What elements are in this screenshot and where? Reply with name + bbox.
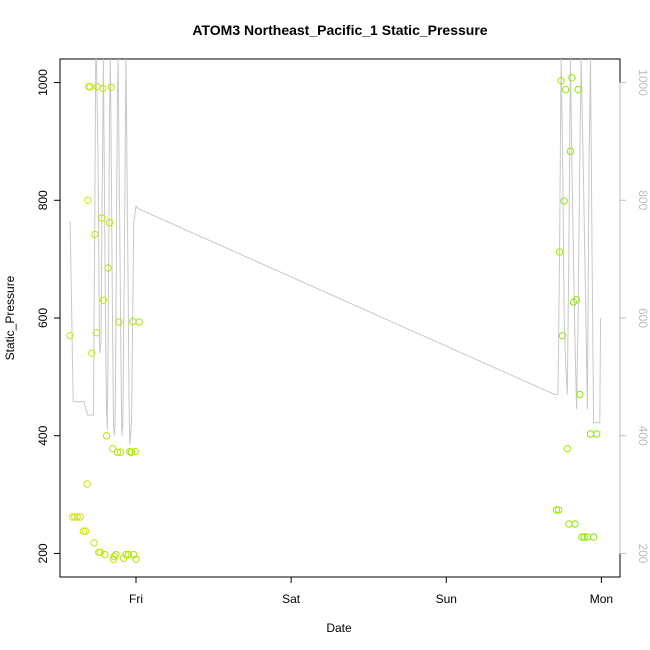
data-point	[107, 83, 115, 92]
data-point	[578, 533, 586, 541]
x-axis-title: Date	[326, 621, 352, 635]
data-point	[79, 527, 88, 535]
y-tick-label: 600	[36, 308, 50, 328]
data-point	[92, 329, 101, 337]
x-axis: Fri Sat Sun Mon	[129, 576, 613, 606]
data-point	[71, 513, 79, 521]
data-point	[99, 84, 107, 93]
data-point	[580, 533, 588, 541]
data-point	[130, 550, 138, 559]
data-point	[76, 513, 84, 521]
data-point	[557, 77, 565, 85]
data-point	[586, 430, 595, 438]
data-point	[565, 520, 573, 528]
y2-tick-label: 400	[636, 426, 650, 446]
data-point	[555, 506, 563, 514]
data-point	[101, 550, 109, 559]
y-tick-label: 400	[36, 425, 50, 445]
data-point	[122, 550, 130, 559]
data-point	[73, 513, 81, 521]
data-point	[562, 85, 570, 94]
data-point	[104, 264, 112, 272]
y-tick-label: 800	[36, 190, 50, 210]
plot-frame	[59, 58, 621, 578]
data-point	[98, 214, 106, 222]
data-point	[593, 430, 601, 438]
series-line-layer	[69, 59, 602, 445]
data-point	[116, 448, 125, 456]
data-point	[88, 349, 96, 357]
data-point	[68, 513, 77, 521]
y-tick-label: 200	[36, 543, 50, 563]
data-point	[589, 533, 598, 541]
data-point	[84, 196, 92, 205]
x-tick-label: Fri	[129, 592, 143, 606]
y-tick-label: 1000	[36, 69, 50, 96]
data-point	[91, 230, 99, 239]
data-point	[558, 332, 567, 340]
chart-title: ATOM3 Northeast_Pacific_1 Static_Pressur…	[192, 22, 487, 38]
y2-axis: 200 400 600 800 1000	[619, 69, 650, 564]
data-point	[566, 147, 575, 156]
points-layer	[66, 74, 601, 563]
data-point	[83, 480, 91, 488]
data-point	[90, 539, 98, 547]
data-point	[102, 432, 111, 440]
data-point	[131, 447, 139, 456]
data-point	[113, 448, 122, 456]
y-axis-title: Static_Pressure	[3, 275, 17, 360]
x-tick-label: Sat	[282, 592, 301, 606]
data-point	[95, 548, 103, 556]
data-point	[572, 296, 581, 304]
y2-tick-label: 1000	[636, 69, 650, 96]
data-point	[576, 390, 584, 399]
data-point	[132, 555, 140, 563]
data-point	[124, 550, 133, 559]
data-point	[127, 448, 136, 456]
data-point	[109, 555, 118, 563]
data-point	[119, 554, 128, 562]
data-point	[109, 445, 117, 453]
data-point	[112, 550, 120, 559]
data-point	[571, 520, 579, 528]
data-point	[99, 296, 108, 304]
data-point	[560, 197, 568, 205]
x-tick-label: Sun	[436, 592, 457, 606]
data-point	[115, 318, 123, 326]
y2-tick-label: 600	[636, 308, 650, 328]
y2-tick-label: 800	[636, 190, 650, 210]
data-point	[574, 85, 582, 94]
data-point	[66, 332, 74, 340]
data-point	[85, 83, 93, 91]
x-tick-label: Mon	[590, 592, 613, 606]
data-point	[568, 74, 576, 82]
data-point	[563, 445, 571, 453]
data-point	[81, 527, 90, 535]
y-axis: 200 400 600 800 1000	[36, 69, 61, 563]
data-point	[96, 548, 105, 556]
data-point	[135, 318, 143, 326]
data-point	[105, 218, 114, 227]
pressure-line	[69, 59, 602, 445]
data-point	[110, 552, 119, 561]
y2-tick-label: 200	[636, 543, 650, 563]
data-point	[86, 83, 94, 91]
data-point	[552, 506, 561, 514]
data-point	[555, 248, 564, 256]
